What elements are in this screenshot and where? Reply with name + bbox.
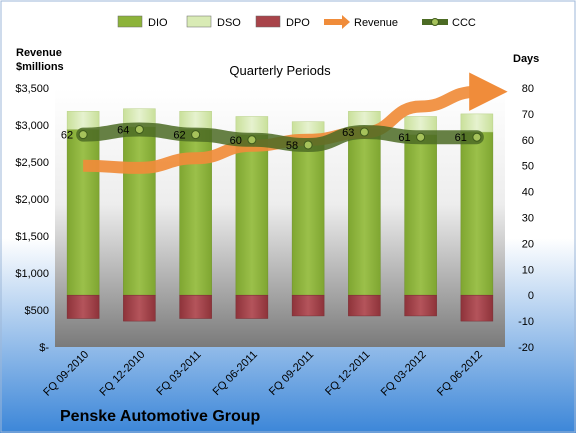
left-axis-title-line1: Revenue xyxy=(16,47,62,59)
right-tick-label: 40 xyxy=(522,187,534,199)
right-tick-label: 20 xyxy=(522,238,534,250)
ccc-point xyxy=(247,135,257,145)
right-tick-label: -20 xyxy=(518,342,534,354)
legend-label: Revenue xyxy=(354,17,398,29)
ccc-data-label: 60 xyxy=(230,135,242,147)
right-tick-label: 30 xyxy=(522,213,534,225)
legend-swatch xyxy=(255,15,281,28)
left-tick-label: $500 xyxy=(25,305,49,317)
dso-bar xyxy=(460,113,494,133)
legend-label: DIO xyxy=(148,17,168,29)
ccc-data-label: 61 xyxy=(398,132,410,144)
ccc-point xyxy=(303,140,313,150)
dpo-bar xyxy=(404,294,437,317)
right-axis-title: Days xyxy=(513,53,539,65)
dpo-bar xyxy=(460,294,494,322)
left-tick-label: $1,000 xyxy=(15,268,49,280)
legend-marker xyxy=(431,18,439,26)
right-axis: -20 -10 0 10 20 30 40 50 60 70 80 xyxy=(518,83,534,354)
ccc-data-label: 64 xyxy=(117,124,129,136)
dso-bar xyxy=(179,111,212,130)
right-tick-label: 80 xyxy=(522,83,534,95)
left-tick-label: $3,500 xyxy=(15,83,49,95)
legend-swatch xyxy=(324,15,350,29)
legend-swatch xyxy=(186,15,212,28)
right-tick-label: 70 xyxy=(522,109,534,121)
dpo-bar xyxy=(66,294,100,319)
dpo-bar xyxy=(179,294,212,319)
dio-bar xyxy=(460,131,494,296)
ccc-point xyxy=(191,130,201,140)
left-tick-label: $1,500 xyxy=(15,231,49,243)
dio-bar xyxy=(291,139,325,296)
left-axis-title-line2: $millions xyxy=(16,61,64,73)
dio-bar xyxy=(235,134,269,296)
right-tick-label: 0 xyxy=(528,290,534,302)
left-tick-label: $2,000 xyxy=(15,194,49,206)
chart-subtitle: Quarterly Periods xyxy=(229,63,331,78)
left-tick-label: $3,000 xyxy=(15,120,49,132)
left-tick-label: $- xyxy=(39,342,49,354)
right-tick-label: 60 xyxy=(522,135,534,147)
ccc-data-label: 62 xyxy=(61,130,73,142)
right-tick-label: 10 xyxy=(522,264,534,276)
dio-bar xyxy=(66,129,100,296)
legend-label: DPO xyxy=(286,17,310,29)
ccc-data-label: 62 xyxy=(173,130,185,142)
ccc-series: 62 64 62 60 58 63 61 61 xyxy=(61,122,484,152)
dpo-bar xyxy=(235,294,269,319)
ccc-point xyxy=(359,127,369,137)
legend-label: DSO xyxy=(217,17,241,29)
dso-bar xyxy=(66,111,100,130)
dio-bar xyxy=(404,134,437,296)
left-axis: $- $500 $1,000 $1,500 $2,000 $2,500 $3,000 $3,5… xyxy=(15,83,49,354)
dpo-bar xyxy=(123,294,156,322)
ccc-data-label: 63 xyxy=(342,127,354,139)
ccc-line xyxy=(76,122,484,152)
legend: DIO DSO DPO Revenue CCC xyxy=(117,15,476,29)
ccc-point xyxy=(134,124,144,134)
ccc-point xyxy=(472,132,482,142)
dpo-bar xyxy=(291,294,325,317)
dio-bar xyxy=(348,129,381,296)
dso-bar xyxy=(235,116,269,135)
right-tick-label: -10 xyxy=(518,316,534,328)
ccc-data-label: 61 xyxy=(455,132,467,144)
legend-swatch xyxy=(117,15,143,28)
ccc-data-label: 58 xyxy=(286,140,298,152)
left-tick-label: $2,500 xyxy=(15,157,49,169)
dio-bar xyxy=(123,126,156,296)
dpo-bar xyxy=(348,294,381,317)
legend-label: CCC xyxy=(452,17,476,29)
company-name: Penske Automotive Group xyxy=(60,408,261,425)
right-tick-label: 50 xyxy=(522,161,534,173)
ccc-point xyxy=(78,130,88,140)
ccc-point xyxy=(416,132,426,142)
